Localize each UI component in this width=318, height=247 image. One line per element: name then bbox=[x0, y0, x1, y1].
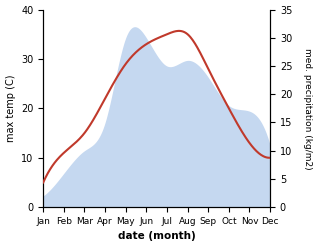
Y-axis label: med. precipitation (kg/m2): med. precipitation (kg/m2) bbox=[303, 48, 313, 169]
X-axis label: date (month): date (month) bbox=[118, 231, 196, 242]
Y-axis label: max temp (C): max temp (C) bbox=[5, 75, 16, 142]
